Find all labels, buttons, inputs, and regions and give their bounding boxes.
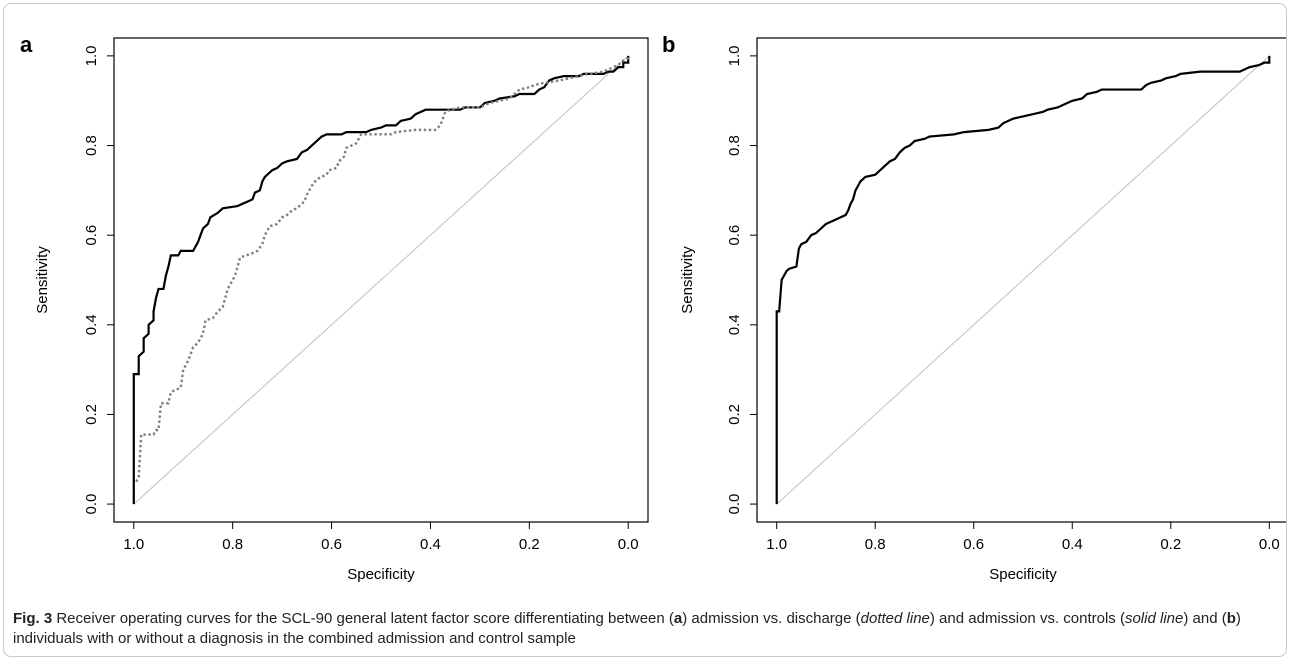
panel-a-x-tick-label: 0.0 — [618, 536, 639, 553]
panel-a-y-tick-label: 0.2 — [83, 404, 100, 425]
panel-a-reference-diagonal — [133, 55, 629, 505]
panel-b-y-axis-label: Sensitivity — [679, 246, 696, 314]
caption-text-4: ) and ( — [1183, 610, 1227, 627]
panel-b-x-tick-label: 1.0 — [766, 536, 787, 553]
panel-a-panel-label: a — [20, 32, 33, 57]
panel-b-x-tick-label: 0.2 — [1160, 536, 1181, 553]
panel-b-y-tick-label: 0.6 — [726, 225, 743, 246]
panel-a-x-axis-label: Specificity — [347, 566, 415, 583]
panel-b-x-tick-label: 0.4 — [1062, 536, 1083, 553]
panel-b-x-tick-label: 0.8 — [865, 536, 886, 553]
panel-a-x-tick-label: 0.4 — [420, 536, 441, 553]
figure-frame: 1.0 0.8 0.6 0.4 0.2 0.0 0.0 0.2 0.4 0.6 0.8 1.0 Spec… — [3, 3, 1287, 657]
panel-b-reference-diagonal — [776, 55, 1270, 505]
panel-a-x-tick-label: 1.0 — [123, 536, 144, 553]
caption-text-5: ) individuals with or without a diagnosi… — [13, 610, 1241, 647]
panel-b-x-tick-label: 0.6 — [963, 536, 984, 553]
panel-a-roc-curve-solid — [132, 55, 630, 505]
caption-dotted-line: dotted line — [860, 610, 930, 627]
panel-a-plot-box — [113, 37, 649, 523]
panel-b-x-axis-label: Specificity — [989, 566, 1057, 583]
figure-caption: Fig. 3 Receiver operating curves for the… — [13, 609, 1253, 649]
panel-a-y-tick-label: 1.0 — [83, 45, 100, 66]
panel-a-x-tick-label: 0.2 — [519, 536, 540, 553]
caption-solid-line: solid line — [1124, 610, 1184, 627]
panel-b-y-tick-label: 0.2 — [726, 404, 743, 425]
panel-b-x-tick-label: 0.0 — [1259, 536, 1280, 553]
panel-b-y-tick-label: 1.0 — [726, 45, 743, 66]
panel-a-roc-curve-dotted — [135, 55, 630, 483]
panel-a-x-tick-label: 0.8 — [222, 536, 243, 553]
panel-b-y-tick-label: 0.0 — [726, 494, 743, 515]
panel-a-y-tick-label: 0.6 — [83, 225, 100, 246]
caption-text-2: ) admission vs. discharge ( — [682, 610, 861, 627]
panel-a-y-axis-label: Sensitivity — [34, 246, 51, 314]
caption-panel-b: b — [1226, 610, 1236, 627]
panel-a-y-tick-label: 0.4 — [83, 314, 100, 335]
caption-panel-a: a — [673, 610, 683, 627]
panel-a-y-tick-label: 0.0 — [83, 494, 100, 515]
panel-b-panel-label: b — [662, 32, 675, 57]
panel-b-plot-box — [756, 37, 1286, 523]
caption-text-3: ) and admission vs. controls ( — [929, 610, 1125, 627]
panel-b-y-tick-label: 0.8 — [726, 135, 743, 156]
roc-figure: 1.0 0.8 0.6 0.4 0.2 0.0 0.0 0.2 0.4 0.6 0.8 1.0 Spec… — [20, 32, 1286, 583]
panel-a-y-tick-label: 0.8 — [83, 135, 100, 156]
panel-b-y-tick-label: 0.4 — [726, 314, 743, 335]
panel-a-x-tick-label: 0.6 — [321, 536, 342, 553]
caption-label: Fig. 3 — [13, 610, 53, 627]
panel-b-roc-curve-solid — [775, 55, 1271, 505]
caption-text-1: Receiver operating curves for the SCL-90… — [52, 610, 674, 627]
